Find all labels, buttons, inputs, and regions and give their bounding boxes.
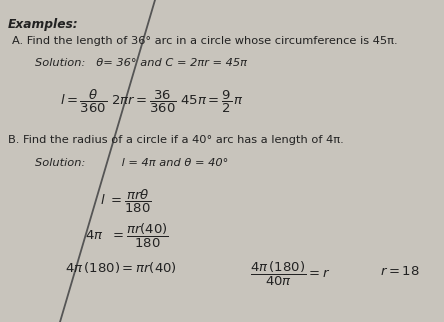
Text: Examples:: Examples: <box>8 18 79 31</box>
Text: Solution:          l = 4π and θ = 40°: Solution: l = 4π and θ = 40° <box>35 158 228 168</box>
Text: $l\ =\dfrac{\pi r\theta}{180}$: $l\ =\dfrac{\pi r\theta}{180}$ <box>100 188 151 215</box>
Text: $\dfrac{4\pi\,(180)}{40\pi} = r$: $\dfrac{4\pi\,(180)}{40\pi} = r$ <box>250 260 330 288</box>
Text: $r = 18$: $r = 18$ <box>380 265 420 278</box>
Text: $4\pi\,(180) = \pi r(40)$: $4\pi\,(180) = \pi r(40)$ <box>65 260 177 275</box>
Text: Solution:   θ= 36° and C = 2πr = 45π: Solution: θ= 36° and C = 2πr = 45π <box>35 58 247 68</box>
Text: B. Find the radius of a circle if a 40° arc has a length of 4π.: B. Find the radius of a circle if a 40° … <box>8 135 344 145</box>
Text: $4\pi\ \ =\dfrac{\pi r(40)}{180}$: $4\pi\ \ =\dfrac{\pi r(40)}{180}$ <box>85 222 169 250</box>
Text: $l = \dfrac{\theta}{360}\ 2\pi r = \dfrac{36}{360}\ 45\pi = \dfrac{9}{2}\,\pi$: $l = \dfrac{\theta}{360}\ 2\pi r = \dfra… <box>60 88 244 115</box>
Text: A. Find the length of 36° arc in a circle whose circumference is 45π.: A. Find the length of 36° arc in a circl… <box>12 36 398 46</box>
